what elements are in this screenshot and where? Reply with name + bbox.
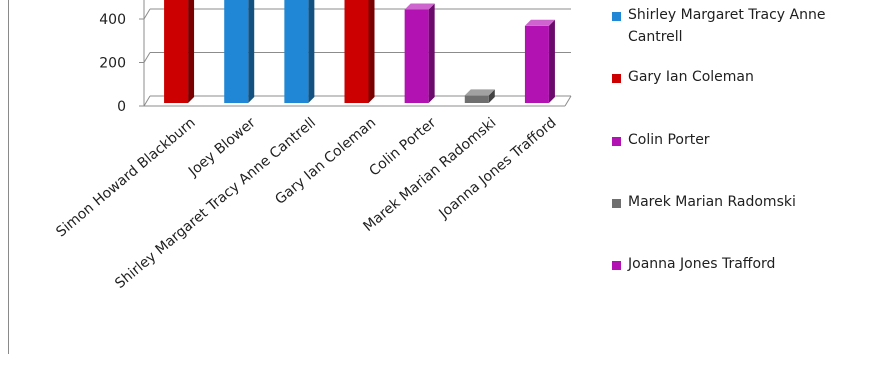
bar-top <box>524 19 555 26</box>
bar-front <box>464 95 489 103</box>
bar-side <box>248 0 255 103</box>
legend-label: Shirley Margaret Tracy Anne Cantrell <box>628 7 826 45</box>
bar-side <box>308 0 315 103</box>
gridline-side <box>143 52 151 63</box>
bar <box>164 0 195 103</box>
bars <box>164 0 555 104</box>
legend-item: Joanna Jones Trafford <box>612 256 868 275</box>
bar-front <box>164 0 189 103</box>
bar-top <box>404 3 435 10</box>
bar <box>344 0 375 103</box>
bar-side <box>368 0 375 103</box>
bar <box>404 3 435 104</box>
gridline-side <box>143 95 151 107</box>
legend-item: Colin Porter <box>612 132 868 151</box>
legend-label: Gary Ian Coleman <box>628 69 754 85</box>
y-tick-label: 200 <box>99 56 126 72</box>
legend-item: Shirley Margaret Tracy Anne Cantrell <box>612 7 868 48</box>
bar-front <box>224 0 249 103</box>
legend-item: Marek Marian Radomski <box>612 194 868 213</box>
legend-swatch <box>612 261 621 270</box>
bar-side <box>428 3 435 104</box>
bar-top <box>464 89 495 96</box>
legend: Shirley Margaret Tracy Anne Cantrell Gar… <box>612 0 882 370</box>
legend-item: Gary Ian Coleman <box>612 69 868 88</box>
y-tick-label: 0 <box>117 99 126 115</box>
legend-swatch <box>612 74 621 83</box>
bar <box>524 19 555 104</box>
bar <box>224 0 255 103</box>
floor-edge <box>564 95 572 107</box>
chart-frame-border <box>8 0 9 354</box>
bar-front <box>344 0 369 103</box>
legend-label: Colin Porter <box>628 132 710 148</box>
x-tick-label: Simon Howard Blackburn <box>53 115 198 241</box>
bar-side <box>188 0 195 103</box>
gridline-side <box>143 8 151 20</box>
bar <box>284 0 315 103</box>
y-tick-label: 400 <box>99 12 126 28</box>
bar-front <box>524 25 549 104</box>
bar-side <box>488 89 495 103</box>
x-tick-label: Gary Ian Coleman <box>272 115 379 208</box>
y-axis: 0 200 400 <box>99 0 145 115</box>
legend-label: Joanna Jones Trafford <box>628 256 776 272</box>
bar <box>464 89 495 103</box>
x-tick-label: Joanna Jones Trafford <box>436 115 560 223</box>
legend-swatch <box>612 12 621 21</box>
bar-side <box>548 19 555 104</box>
bar-front <box>284 0 309 103</box>
legend-swatch <box>612 137 621 146</box>
legend-label: Marek Marian Radomski <box>628 194 796 210</box>
legend-swatch <box>612 199 621 208</box>
bar-front <box>404 9 429 104</box>
